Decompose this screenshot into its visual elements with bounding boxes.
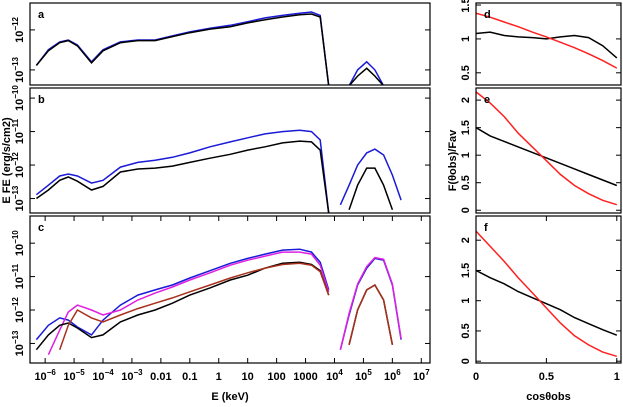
y-tick-label: 0 xyxy=(460,207,472,213)
y-tick-label: 0.5 xyxy=(460,65,472,80)
x-tick-label: 1 xyxy=(614,371,620,383)
data-line xyxy=(58,262,394,350)
data-line xyxy=(476,269,618,336)
plot-frame xyxy=(29,215,431,364)
y-tick-label: 10−13 xyxy=(11,330,26,356)
y-tick-label: 1 xyxy=(460,152,472,158)
x-tick-label: 105 xyxy=(355,368,372,383)
y-axis-label: E FE (erg/s/cm2) xyxy=(1,117,13,204)
x-tick-label: 10−6 xyxy=(34,368,56,383)
y-tick-label: 10−12 xyxy=(11,297,26,323)
panel-label: a xyxy=(38,9,45,21)
x-axis-label: cosθobs xyxy=(526,391,570,403)
y-tick-label: 10−13 xyxy=(11,185,26,211)
data-line xyxy=(35,140,394,213)
x-tick-label: 0 xyxy=(473,371,479,383)
plot-frame xyxy=(475,87,622,214)
x-tick-label: 0.5 xyxy=(539,371,554,383)
x-tick-label: 10−4 xyxy=(92,368,114,383)
y-tick-label: 1 xyxy=(460,36,472,42)
data-line xyxy=(476,230,618,358)
panel-label: c xyxy=(38,222,44,234)
data-line xyxy=(35,129,402,213)
panel-label: d xyxy=(484,9,491,21)
y-tick-label: 10−10 xyxy=(11,230,26,256)
data-line xyxy=(35,11,385,85)
panel-label: f xyxy=(484,222,488,234)
x-axis-label: E (keV) xyxy=(211,391,249,403)
x-tick-label: 100 xyxy=(267,371,285,383)
y-axis-label: F(θobs)/Fav xyxy=(447,129,459,191)
plot-frame xyxy=(475,2,622,86)
y-tick-label: 10−11 xyxy=(11,118,26,144)
x-tick-label: 10 xyxy=(242,371,254,383)
data-line xyxy=(35,13,384,85)
y-tick-label: 0 xyxy=(460,358,472,364)
x-tick-label: 106 xyxy=(384,368,401,383)
y-tick-label: 1.5 xyxy=(460,120,472,135)
y-tick-label: 10−12 xyxy=(11,152,26,178)
data-line xyxy=(476,91,618,206)
y-tick-label: 10−13 xyxy=(11,56,26,82)
x-tick-label: 104 xyxy=(326,368,343,383)
x-tick-label: 0.01 xyxy=(150,371,171,383)
x-tick-label: 1000 xyxy=(293,371,317,383)
x-tick-label: 0.1 xyxy=(182,371,197,383)
y-tick-label: 1.5 xyxy=(460,0,472,13)
plot-frame xyxy=(29,2,431,86)
panel-label: e xyxy=(484,94,490,106)
data-line xyxy=(476,31,618,59)
data-line xyxy=(47,251,402,356)
plot-frame xyxy=(29,87,431,214)
x-tick-label: 1 xyxy=(216,371,222,383)
plot-frame xyxy=(475,215,622,364)
y-tick-label: 1.5 xyxy=(460,263,472,278)
y-tick-label: 10−11 xyxy=(11,263,26,289)
data-line xyxy=(35,261,394,351)
y-tick-label: 2 xyxy=(460,237,472,243)
y-tick-label: 2 xyxy=(460,97,472,103)
y-tick-label: 0.5 xyxy=(460,175,472,190)
y-tick-label: 10−10 xyxy=(11,85,26,111)
y-tick-label: 1 xyxy=(460,298,472,304)
y-tick-label: 10−12 xyxy=(11,16,26,42)
data-line xyxy=(476,12,618,69)
data-line xyxy=(35,248,402,350)
data-line xyxy=(476,126,618,187)
y-tick-label: 0.5 xyxy=(460,323,472,338)
x-tick-label: 107 xyxy=(413,368,430,383)
x-tick-label: 10−5 xyxy=(63,368,85,383)
x-tick-label: 10−3 xyxy=(121,368,143,383)
panel-label: b xyxy=(38,94,45,106)
